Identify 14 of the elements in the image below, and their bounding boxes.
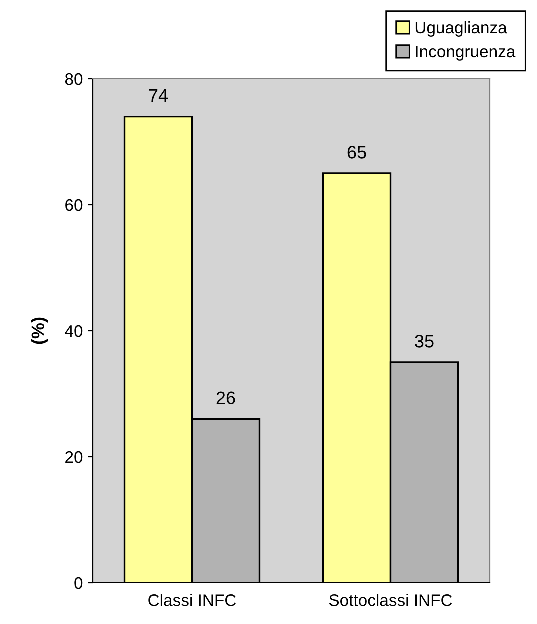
y-tick-label: 0: [74, 577, 83, 590]
y-axis-title: (%): [31, 318, 48, 344]
x-tick-label: Sottoclassi INFC: [329, 594, 452, 606]
y-tick-label: 60: [66, 199, 83, 212]
data-label: 26: [216, 392, 236, 405]
y-tick-label: 20: [66, 451, 83, 464]
y-tick-label: 40: [65, 325, 83, 338]
legend-label: Incongruenza: [416, 46, 516, 61]
data-label: 74: [149, 90, 168, 102]
x-tick-label: Classi INFC: [148, 594, 236, 606]
y-tick-label: 80: [65, 73, 83, 86]
legend-label: Uguaglianza: [416, 21, 508, 37]
data-label: 65: [348, 146, 366, 159]
data-label: 35: [415, 335, 434, 348]
